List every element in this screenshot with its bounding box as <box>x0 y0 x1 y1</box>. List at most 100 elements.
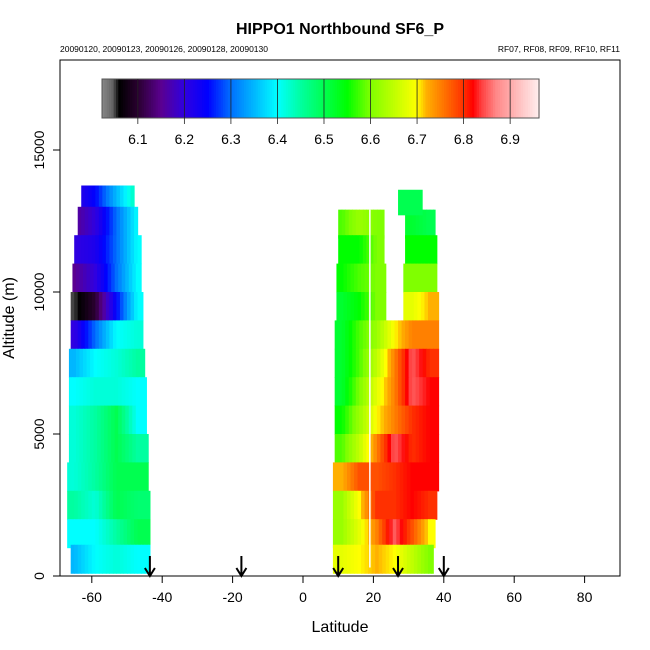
heatmap-cell <box>392 519 397 549</box>
heatmap-cell <box>387 405 392 435</box>
heatmap-cell <box>380 348 385 378</box>
heatmap-cell <box>116 292 121 321</box>
heatmap-cell <box>435 462 440 492</box>
heatmap-cell <box>114 263 119 293</box>
colorbar-segment <box>330 79 333 118</box>
colorbar-segment <box>423 79 426 118</box>
heatmap-cell <box>419 434 424 463</box>
heatmap-cell <box>347 292 352 321</box>
heatmap-cell <box>77 235 82 265</box>
heatmap-cell <box>361 263 366 293</box>
heatmap-cell <box>422 405 427 435</box>
heatmap-cell <box>91 235 96 265</box>
colorbar-segment <box>292 79 296 118</box>
colorbar-segment <box>332 79 336 118</box>
heatmap-cell <box>426 320 431 350</box>
colorbar-segment <box>269 79 273 118</box>
heatmap-cell <box>429 320 434 350</box>
heatmap-cell <box>88 490 93 520</box>
heatmap-cell <box>128 263 133 293</box>
heatmap-cell <box>427 544 433 574</box>
heatmap-cell <box>137 490 142 520</box>
heatmap-cell <box>336 490 341 520</box>
heatmap-cell <box>420 519 426 549</box>
heatmap-cell <box>345 209 350 239</box>
heatmap-cell <box>93 405 98 435</box>
heatmap-cell <box>347 263 352 293</box>
heatmap-cell <box>364 292 369 321</box>
heatmap-cell <box>83 434 88 463</box>
heatmap-cell <box>74 320 79 350</box>
heatmap-cell <box>355 320 360 350</box>
heatmap-cell <box>74 462 79 492</box>
colorbar-segment <box>337 79 340 118</box>
colorbar-segment <box>202 79 205 118</box>
colorbar-segment <box>125 79 129 118</box>
colorbar-segment <box>236 79 240 118</box>
heatmap-cell <box>373 405 378 435</box>
heatmap-cell <box>119 462 125 492</box>
heatmap-cell <box>354 490 359 520</box>
heatmap-cell <box>142 377 147 407</box>
heatmap-cell <box>338 405 343 435</box>
colorbar-segment <box>262 79 266 118</box>
heatmap-cell <box>433 209 436 239</box>
heatmap-cell <box>354 519 359 549</box>
colorbar-segment <box>223 79 226 118</box>
heatmap-cell <box>102 185 107 215</box>
heatmap-cell <box>433 235 438 265</box>
heatmap-cell <box>132 348 137 378</box>
colorbar-segment <box>532 79 536 118</box>
heatmap-cell <box>84 462 89 492</box>
heatmap-cell <box>376 235 382 265</box>
colorbar-segment <box>488 79 492 118</box>
heatmap-cell <box>116 235 121 265</box>
heatmap-cell <box>391 320 396 350</box>
heatmap-cell <box>417 519 422 549</box>
heatmap-cell <box>102 490 107 520</box>
heatmap-cell <box>90 377 95 407</box>
heatmap-cell <box>84 544 89 574</box>
heatmap-cell <box>345 434 350 463</box>
heatmap-cell <box>119 519 125 549</box>
heatmap-cell <box>413 462 418 492</box>
colorbar-segment <box>348 79 352 118</box>
heatmap-cell <box>93 263 98 293</box>
heatmap-cell <box>361 292 366 321</box>
heatmap-cell <box>369 209 374 239</box>
heatmap-cell <box>385 490 390 520</box>
colorbar-tick-label: 6.3 <box>221 131 241 147</box>
heatmap-cell <box>422 348 427 378</box>
heatmap-cell <box>77 462 82 492</box>
heatmap-cell <box>77 206 82 236</box>
colorbar-tick-label: 6.2 <box>175 131 195 147</box>
colorbar-segment <box>353 79 357 118</box>
heatmap-cell <box>134 292 139 321</box>
colorbar-segment <box>364 79 368 118</box>
heatmap-cell <box>431 519 436 549</box>
colorbar-segment <box>478 79 482 118</box>
heatmap-cell <box>401 320 406 350</box>
heatmap-cell <box>345 405 350 435</box>
heatmap-cell <box>426 209 431 239</box>
heatmap-cell <box>424 519 429 549</box>
heatmap-cell <box>104 434 109 463</box>
heatmap-cell <box>431 544 434 574</box>
heatmap-cell <box>408 348 413 378</box>
heatmap-cell <box>382 519 387 549</box>
heatmap-cell <box>357 292 362 321</box>
heatmap-cell <box>429 235 434 265</box>
heatmap-cell <box>119 185 125 215</box>
colorbar-segment <box>446 79 450 118</box>
heatmap-cell <box>81 544 86 574</box>
colorbar-segment <box>283 79 287 118</box>
heatmap-cell <box>383 348 389 378</box>
heatmap-cell <box>399 544 404 574</box>
heatmap-cell <box>376 209 382 239</box>
heatmap-cell <box>134 490 139 520</box>
heatmap-cell <box>102 320 107 350</box>
heatmap-cell <box>392 462 397 492</box>
heatmap-cell <box>332 519 338 549</box>
heatmap-cell <box>116 320 121 350</box>
heatmap-cell <box>359 235 364 265</box>
